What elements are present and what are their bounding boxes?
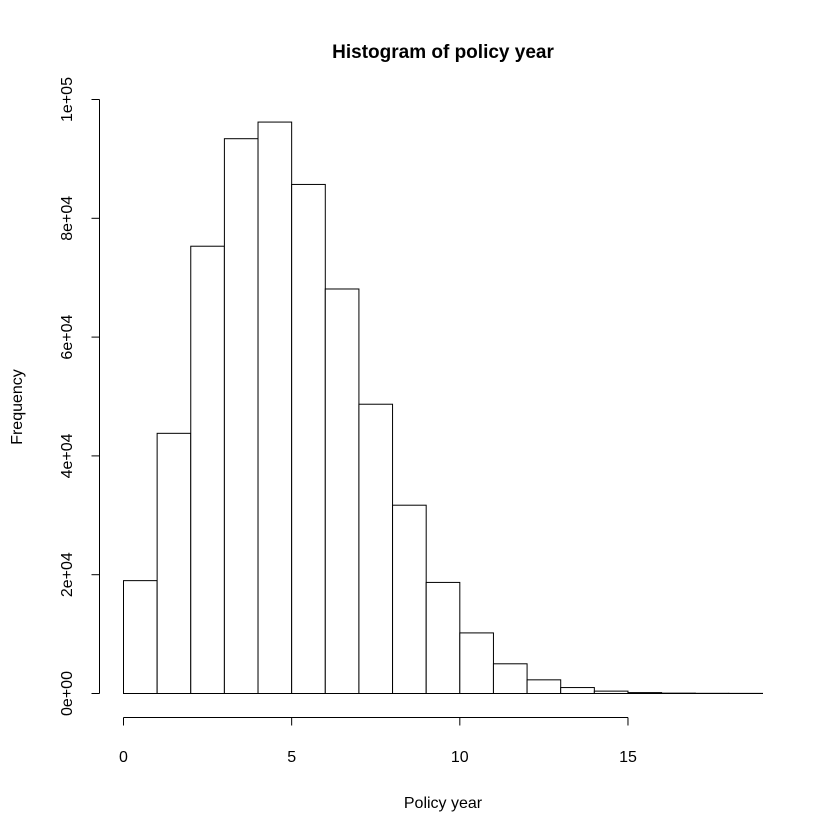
- histogram-bar: [257, 121, 293, 694]
- x-axis-title: Policy year: [404, 795, 483, 812]
- x-axis-tick-label: 10: [451, 749, 469, 766]
- x-axis-tick-label: 0: [119, 749, 128, 766]
- histogram-bars: [123, 121, 763, 695]
- y-axis-tick-label: 2e+04: [59, 552, 76, 597]
- y-axis-tick-label: 6e+04: [59, 315, 76, 360]
- histogram-bar: [123, 580, 158, 695]
- histogram-bar: [223, 138, 259, 695]
- chart-title: Histogram of policy year: [332, 42, 554, 63]
- histogram-bar: [459, 632, 494, 694]
- histogram-bar: [190, 245, 225, 695]
- histogram-bar: [425, 581, 461, 694]
- histogram-bar: [156, 432, 192, 694]
- histogram-bar: [560, 687, 595, 694]
- x-axis-tick-label: 5: [287, 749, 296, 766]
- histogram-bar: [392, 504, 427, 694]
- y-axis-tick-label: 0e+00: [59, 671, 76, 716]
- histogram-bar: [593, 690, 629, 695]
- histogram-bar: [291, 183, 326, 695]
- y-axis-tick-label: 1e+05: [59, 77, 76, 122]
- histogram-bar: [526, 679, 562, 695]
- histogram-bar: [492, 663, 528, 694]
- x-axis: 0 5 10 15: [119, 717, 637, 766]
- y-axis-tick-label: 4e+04: [59, 433, 76, 478]
- histogram-bar: [627, 692, 663, 695]
- y-axis-tick-label: 8e+04: [59, 196, 76, 241]
- histogram-bar: [358, 403, 394, 694]
- histogram-bar: [324, 288, 360, 694]
- x-axis-tick-label: 15: [619, 749, 637, 766]
- y-axis-title: Frequency: [9, 369, 26, 445]
- y-axis: 0e+00 2e+04 4e+04 6e+04 8e+04 1e+05: [59, 77, 100, 716]
